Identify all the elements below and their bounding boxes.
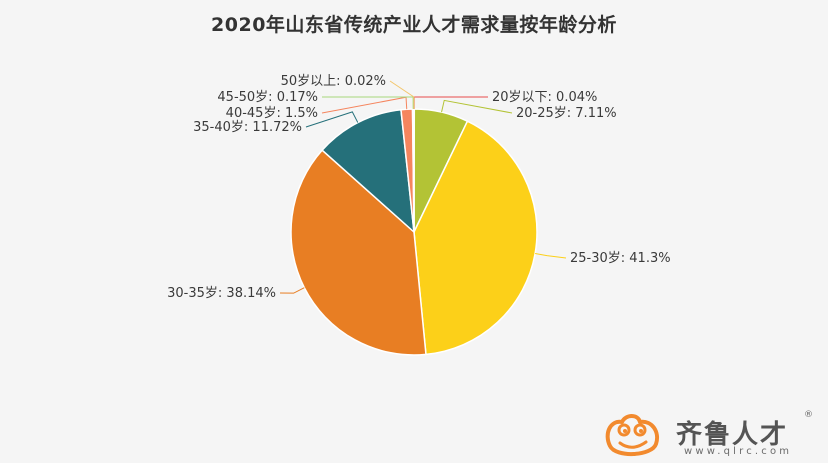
slice-label-7: 45-50岁: 0.17% xyxy=(217,90,318,105)
registered-mark: ® xyxy=(804,410,813,420)
leader-line-4 xyxy=(279,287,305,294)
leader-line-2 xyxy=(441,99,513,114)
slice-label-6: 40-45岁: 1.5% xyxy=(226,106,318,121)
slice-label-3: 25-30岁: 41.3% xyxy=(570,251,671,266)
pie-leader-lines xyxy=(279,80,567,294)
pie-slice-4 xyxy=(290,149,427,356)
chart-title: 2020年山东省传统产业人才需求量按年龄分析 xyxy=(211,14,617,36)
pie-slice-3 xyxy=(413,120,538,356)
pie-slice-5 xyxy=(321,108,415,234)
brand-url: www.qlrc.com xyxy=(684,446,793,457)
slice-label-8: 50岁以上: 0.02% xyxy=(281,74,386,89)
slice-label-2: 20-25岁: 7.11% xyxy=(516,106,617,121)
pie-slices xyxy=(290,108,538,356)
leader-line-1 xyxy=(413,96,489,110)
leader-line-5 xyxy=(305,111,359,128)
slice-label-5: 35-40岁: 11.72% xyxy=(193,120,302,135)
leader-line-8 xyxy=(389,80,415,110)
frog-icon xyxy=(605,414,659,456)
brand-logo: 齐鲁人才 www.qlrc.com ® xyxy=(600,408,820,463)
slice-label-4: 30-35岁: 38.14% xyxy=(167,286,276,301)
slice-label-1: 20岁以下: 0.04% xyxy=(492,90,597,105)
brand-name: 齐鲁人才 xyxy=(676,420,789,450)
leader-line-3 xyxy=(535,253,567,259)
pie-labels: 20岁以下: 0.04%20-25岁: 7.11% 25-30岁: 41.3% 30… xyxy=(167,74,670,301)
